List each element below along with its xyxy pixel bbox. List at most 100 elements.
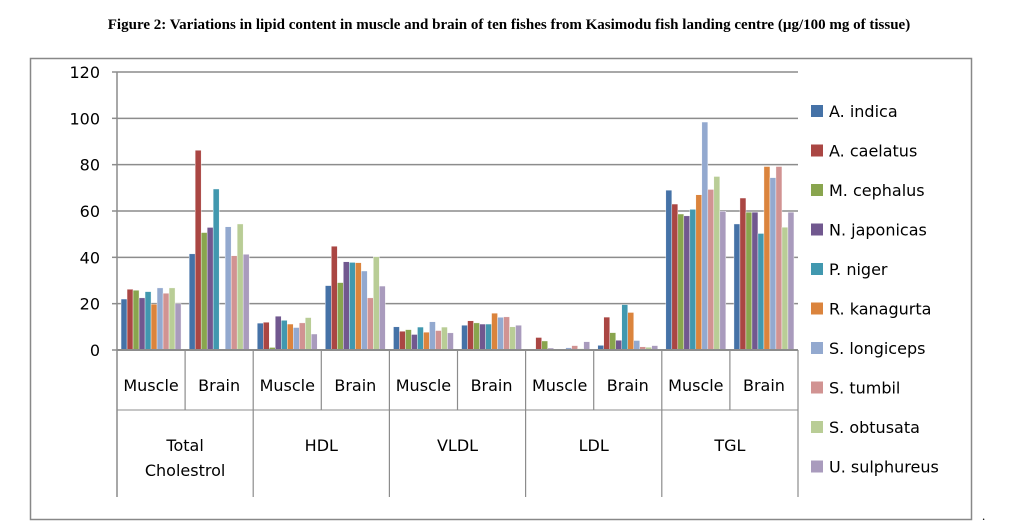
bar-usulphureus: [583, 341, 590, 351]
legend-label: U. sulphureus: [829, 458, 939, 477]
y-tick-label: 100: [69, 109, 100, 128]
bar-slongiceps: [361, 270, 368, 351]
bar-aindica: [461, 325, 468, 351]
bar-sobtusata: [236, 223, 244, 351]
x-category-label: Brain: [334, 376, 376, 395]
legend-label: N. japonicas: [829, 221, 927, 240]
bar-njaponicas: [615, 340, 622, 351]
y-tick-label: 80: [80, 156, 100, 175]
legend-swatch: [811, 263, 823, 275]
trailing-period: .: [982, 508, 986, 523]
bar-slongiceps: [224, 226, 232, 351]
bar-njaponicas: [343, 261, 350, 351]
bar-usulphureus: [447, 332, 454, 351]
bar-rkanagurta: [150, 303, 158, 351]
bar-sobtusata: [713, 176, 721, 351]
bar-acaelatus: [331, 246, 338, 351]
bar-acaelatus: [263, 322, 270, 351]
legend-swatch: [811, 302, 823, 315]
x-category-label: Brain: [198, 376, 240, 395]
legend: A. indica A. caelatus M. cephalus N. japoni…: [811, 102, 939, 477]
bar-njaponicas: [751, 211, 759, 351]
bar-pniger: [757, 233, 765, 351]
legend-label: A. indica: [829, 102, 898, 121]
bar-acaelatus: [399, 331, 406, 351]
bar-pniger: [281, 320, 288, 351]
legend-label: A. caelatus: [829, 142, 917, 161]
legend-swatch: [811, 342, 823, 354]
bar-sobtusata: [168, 287, 176, 351]
bar-slongiceps: [293, 327, 300, 351]
legend-swatch: [811, 144, 823, 157]
axes: [116, 72, 799, 497]
bar-acaelatus: [467, 320, 474, 351]
bar-mcephalus: [541, 340, 548, 351]
x-group-label: LDL: [579, 436, 609, 455]
bar-pniger: [144, 291, 152, 351]
bar-njaponicas: [411, 334, 418, 351]
bar-sobtusata: [781, 227, 789, 351]
bar-aindica: [120, 298, 128, 351]
chart-frame: [29, 57, 973, 521]
legend-label: M. cephalus: [829, 181, 925, 200]
legend-swatch: [811, 223, 823, 236]
bar-pniger: [485, 323, 492, 351]
bar-usulphureus: [515, 325, 522, 351]
bar-mcephalus: [405, 329, 412, 351]
x-group-label: Cholestrol: [145, 461, 225, 480]
legend-label: S. longiceps: [829, 339, 925, 358]
bar-acaelatus: [671, 203, 679, 351]
x-group-label: TGL: [713, 436, 745, 455]
bar-slongiceps: [701, 121, 709, 351]
x-group-label: VLDL: [437, 436, 478, 455]
bar-usulphureus: [242, 254, 250, 351]
bar-stumbil: [435, 330, 442, 351]
bar-aindica: [665, 189, 673, 351]
bar-rkanagurta: [695, 194, 703, 351]
x-category-label: Muscle: [396, 376, 451, 395]
bar-rkanagurta: [627, 312, 634, 351]
bar-sobtusata: [509, 326, 516, 351]
bar-pniger: [621, 304, 628, 351]
x-category-label: Muscle: [532, 376, 587, 395]
y-tick-label: 60: [80, 202, 100, 221]
bar-rkanagurta: [355, 262, 362, 351]
bars: [120, 121, 795, 351]
bar-mcephalus: [609, 332, 616, 351]
bar-stumbil: [503, 316, 510, 351]
legend-label: S. obtusata: [829, 418, 920, 437]
x-group-label: Total: [165, 436, 203, 455]
bar-acaelatus: [535, 337, 542, 351]
bar-aindica: [257, 322, 264, 351]
bar-stumbil: [299, 322, 306, 351]
bar-pniger: [689, 209, 697, 351]
bar-acaelatus: [739, 197, 747, 351]
legend-label: S. tumbil: [829, 379, 900, 398]
y-tick-labels: 0 20 40 60 80 100 120: [69, 63, 100, 360]
bar-acaelatus: [194, 150, 202, 351]
x-category-label: Brain: [607, 376, 649, 395]
bar-stumbil: [707, 189, 715, 351]
figure-title: Figure 2: Variations in lipid content in…: [107, 17, 911, 33]
bar-stumbil: [230, 255, 238, 351]
bar-mcephalus: [745, 211, 753, 351]
legend-swatch: [811, 460, 823, 473]
bar-njaponicas: [683, 215, 691, 351]
bar-aindica: [188, 253, 196, 351]
bar-njaponicas: [206, 227, 214, 351]
bar-pniger: [212, 188, 220, 351]
bar-usulphureus: [379, 285, 386, 351]
y-tick-label: 0: [90, 341, 100, 360]
legend-label: P. niger: [829, 260, 888, 279]
bar-slongiceps: [769, 177, 777, 351]
bar-stumbil: [162, 293, 170, 351]
bar-aindica: [393, 326, 400, 351]
bar-sobtusata: [373, 256, 380, 351]
bar-rkanagurta: [491, 312, 498, 351]
legend-label: R. kanagurta: [829, 300, 931, 319]
bar-stumbil: [367, 297, 374, 351]
bar-rkanagurta: [423, 331, 430, 351]
bar-slongiceps: [156, 287, 164, 351]
bar-acaelatus: [603, 316, 610, 351]
